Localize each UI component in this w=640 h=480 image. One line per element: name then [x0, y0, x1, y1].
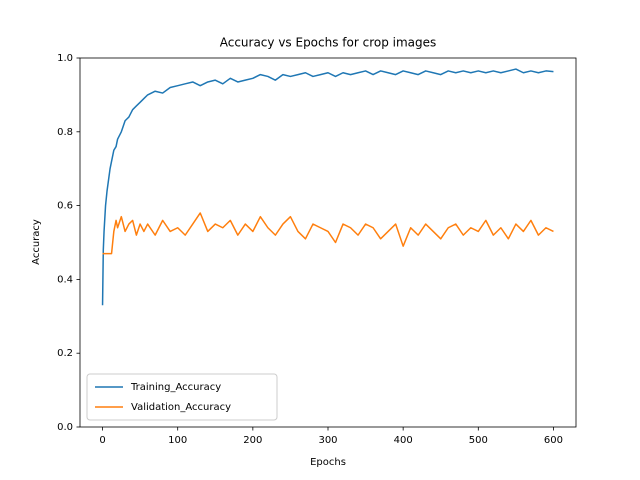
x-tick-label: 0	[99, 435, 105, 446]
legend-box	[86, 373, 278, 421]
y-tick-label: 1.0	[57, 53, 73, 64]
x-tick-label: 400	[394, 435, 413, 446]
x-tick-label: 500	[469, 435, 488, 446]
y-axis-label: Accuracy	[31, 219, 42, 265]
y-tick-label: 0.8	[57, 127, 73, 138]
data-line	[101, 68, 554, 306]
x-tick-label: 200	[243, 435, 262, 446]
legend-label: Training_Accuracy	[130, 382, 221, 393]
chart-title: Accuracy vs Epochs for crop images	[220, 36, 437, 50]
legend-label: Validation_Accuracy	[131, 402, 231, 413]
x-tick-label: 100	[168, 435, 187, 446]
y-tick-label: 0.4	[57, 274, 73, 285]
x-tick-label: 600	[544, 435, 563, 446]
y-tick-label: 0.2	[57, 348, 73, 359]
y-tick-label: 0.0	[57, 422, 73, 433]
x-axis-label: Epochs	[310, 457, 346, 468]
y-tick-label: 0.6	[57, 201, 73, 212]
plot-frame	[79, 57, 577, 428]
x-tick-label: 300	[318, 435, 337, 446]
data-line	[102, 212, 554, 255]
